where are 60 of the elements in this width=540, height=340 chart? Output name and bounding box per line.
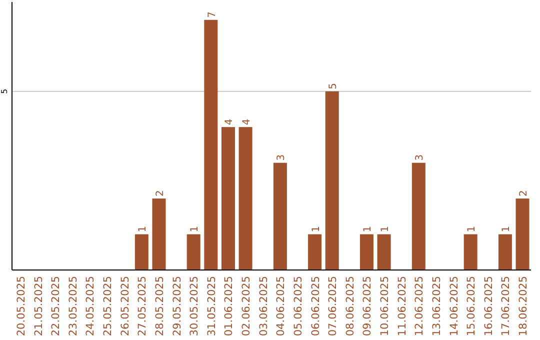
data-label: 4 <box>224 118 236 126</box>
x-tick-label: 28.05.2025 <box>154 276 166 336</box>
x-tick-label: 03.06.2025 <box>258 276 270 336</box>
x-tick-label: 12.06.2025 <box>414 276 426 336</box>
x-tick-label: 05.06.2025 <box>292 276 304 336</box>
data-label: 7 <box>206 11 218 18</box>
data-label: 2 <box>154 190 166 197</box>
x-tick-label: 17.06.2025 <box>500 276 512 336</box>
x-tick-label: 15.06.2025 <box>466 276 478 336</box>
x-tick-label: 18.06.2025 <box>518 276 530 336</box>
bar <box>308 234 322 270</box>
data-label: 1 <box>380 226 392 232</box>
data-label: 1 <box>310 226 322 232</box>
x-tick-label: 02.06.2025 <box>240 276 253 336</box>
data-label: 4 <box>242 118 253 126</box>
x-tick-label: 20.05.2025 <box>15 276 28 336</box>
x-tick-label: 29.05.2025 <box>171 276 184 336</box>
x-tick-label: 13.06.2025 <box>430 276 443 336</box>
x-tick-label: 24.05.2025 <box>84 276 97 336</box>
bar <box>377 234 391 270</box>
data-label: 5 <box>328 82 340 90</box>
bar <box>412 162 426 270</box>
bar <box>360 234 374 270</box>
x-tick-label: 22.05.2025 <box>50 276 62 336</box>
data-label: 3 <box>276 154 288 161</box>
x-tick-label: 09.06.2025 <box>362 276 374 336</box>
bar <box>325 91 339 270</box>
x-tick-label: 14.06.2025 <box>448 276 460 336</box>
bar <box>498 234 512 270</box>
bar <box>273 162 287 270</box>
bar <box>152 198 166 270</box>
x-tick-label: 16.06.2025 <box>482 276 495 336</box>
x-tick-label: 08.06.2025 <box>344 276 356 336</box>
data-label: 3 <box>414 154 426 161</box>
x-tick-label: 10.06.2025 <box>379 276 392 336</box>
x-tick-label: 04.06.2025 <box>275 276 288 336</box>
data-label: 2 <box>518 190 530 197</box>
x-tick-label: 07.06.2025 <box>327 276 340 336</box>
x-tick-label: 06.06.2025 <box>310 276 322 336</box>
x-tick-label: 23.05.2025 <box>67 276 80 336</box>
x-tick-label: 30.05.2025 <box>188 276 201 336</box>
data-label: 1 <box>138 226 149 232</box>
bar <box>464 234 478 270</box>
bar <box>238 127 252 270</box>
x-tick-label: 26.05.2025 <box>119 276 132 336</box>
bar <box>516 198 530 270</box>
data-label: 1 <box>190 226 201 232</box>
x-tick-label: 01.06.2025 <box>223 276 236 336</box>
data-label: 1 <box>362 226 374 232</box>
bar <box>204 20 218 270</box>
data-label: 1 <box>501 226 512 232</box>
bar <box>134 234 148 270</box>
x-tick-label: 11.06.2025 <box>396 276 408 336</box>
x-tick-label: 21.05.2025 <box>32 276 45 336</box>
data-label: 1 <box>466 226 478 232</box>
x-tick-label: 25.05.2025 <box>102 276 114 336</box>
x-tick-label: 31.05.2025 <box>206 276 218 336</box>
bar <box>221 127 235 270</box>
bar <box>186 234 200 270</box>
x-tick-label: 27.05.2025 <box>136 276 149 336</box>
